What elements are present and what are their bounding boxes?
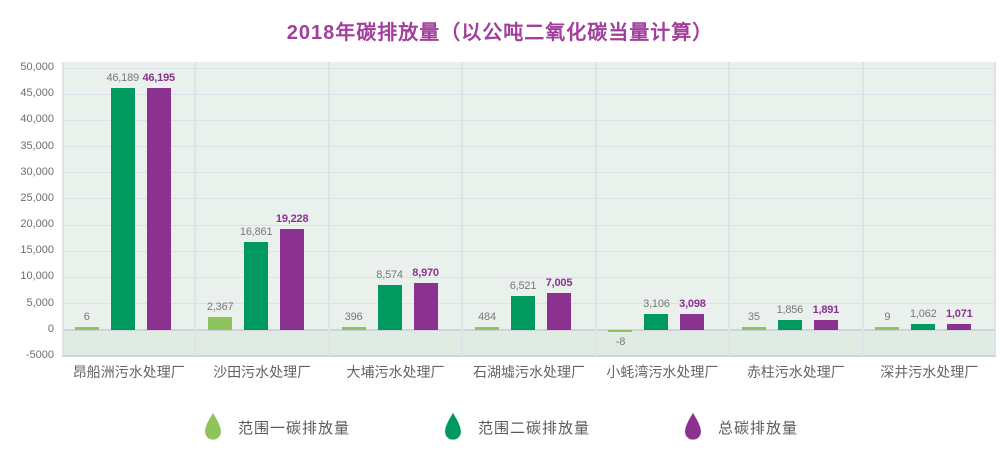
bar-value-label: 8,970 <box>412 266 439 279</box>
bar-value-label: 1,062 <box>910 308 937 321</box>
x-axis-category-label: 昂船洲污水处理厂 <box>72 364 185 380</box>
bar-value-label: 1,856 <box>776 304 804 317</box>
y-tick-label: -5000 <box>25 349 54 361</box>
y-tick-label: 25,000 <box>20 191 54 204</box>
column-separator <box>327 62 330 356</box>
bar-value-label: 8,574 <box>376 268 403 281</box>
y-tick-label: 50,000 <box>20 61 54 74</box>
gridline <box>62 93 996 95</box>
bar-value-label: 1,071 <box>946 308 973 321</box>
bar-value-label: 2,367 <box>206 301 234 314</box>
bar-value-label: 6 <box>83 310 90 323</box>
gridline <box>62 119 996 121</box>
bar-范围二碳排放量 <box>644 313 669 330</box>
x-axis-category-label: 石湖墟污水处理厂 <box>472 364 585 380</box>
bar-范围二碳排放量 <box>110 87 135 330</box>
y-tick-label: 40,000 <box>20 113 54 126</box>
plot-area: 6 46,189 46,195 2,367 16,861 19,228 396 8,574 8,… <box>62 62 996 357</box>
zero-gridline <box>62 328 996 331</box>
bar-范围一碳排放量 <box>475 326 499 330</box>
droplet-icon <box>442 412 464 442</box>
bar-范围二碳排放量 <box>377 284 402 330</box>
bar-范围一碳排放量 <box>341 326 366 330</box>
legend-item: 总碳排放量 <box>682 412 798 442</box>
negative-region-band <box>62 329 996 356</box>
bar-value-label: 19,228 <box>275 213 309 226</box>
legend-item-label: 范围二碳排放量 <box>477 419 590 437</box>
x-axis-category-label: 赤柱污水处理厂 <box>746 364 845 380</box>
bar-value-label: 46,189 <box>106 71 139 84</box>
bar-value-label: 6,521 <box>509 279 537 292</box>
column-separator <box>594 62 597 356</box>
bar-范围二碳排放量 <box>244 241 269 330</box>
x-axis-category-label: 小蚝湾污水处理厂 <box>606 364 719 380</box>
bar-范围二碳排放量 <box>511 295 535 330</box>
bar-value-label: 16,861 <box>239 225 273 238</box>
bar-value-label: 396 <box>344 310 363 323</box>
y-tick-label: 20,000 <box>20 218 54 231</box>
y-axis: 50,000 45,000 40,000 35,000 30,000 25,000 20,0… <box>0 0 56 461</box>
legend-item-label: 总碳排放量 <box>718 419 799 437</box>
legend-item: 范围二碳排放量 <box>442 412 590 442</box>
bar-范围二碳排放量 <box>911 324 936 330</box>
x-axis-category-label: 沙田污水处理厂 <box>213 364 312 380</box>
y-tick-label: 30,000 <box>20 165 54 178</box>
bar-value-label: 35 <box>747 310 760 323</box>
bar-范围一碳排放量 <box>74 326 99 330</box>
bar-总碳排放量 <box>547 293 571 330</box>
y-tick-label: 45,000 <box>20 87 54 100</box>
y-tick-label: 15,000 <box>20 244 54 257</box>
bar-value-label: 3,098 <box>679 297 706 310</box>
chart-title: 2018年碳排放量（以公吨二氧化碳当量计算） <box>286 22 714 44</box>
droplet-icon <box>202 412 224 442</box>
gridline <box>62 172 996 174</box>
droplet-icon <box>682 412 704 442</box>
bar-范围一碳排放量 <box>741 326 766 330</box>
column-separator <box>728 62 731 356</box>
gridline <box>62 146 996 148</box>
gridline <box>62 250 996 252</box>
legend-item: 范围一碳排放量 <box>202 412 350 442</box>
bar-范围二碳排放量 <box>777 320 802 330</box>
bar-总碳排放量 <box>680 313 705 330</box>
gridline <box>62 224 996 226</box>
bar-总碳排放量 <box>413 282 438 330</box>
column-separator <box>994 62 996 356</box>
bar-范围一碳排放量 <box>208 317 233 330</box>
bar-总碳排放量 <box>146 87 171 330</box>
bar-value-label: 9 <box>884 310 891 323</box>
bar-范围一碳排放量 <box>608 329 633 333</box>
y-tick-label: 35,000 <box>20 139 54 152</box>
bar-总碳排放量 <box>947 324 972 330</box>
bar-value-label: 1,891 <box>812 303 840 316</box>
bar-value-label: 484 <box>478 310 496 323</box>
legend: 范围一碳排放量 范围二碳排放量 总碳排放量 <box>0 412 1000 442</box>
legend-item-label: 范围一碳排放量 <box>237 419 350 437</box>
column-separator <box>194 62 197 356</box>
x-axis-category-label: 大埔污水处理厂 <box>346 364 445 380</box>
y-tick-label: 0 <box>47 322 54 335</box>
bar-总碳排放量 <box>813 319 838 330</box>
column-separator <box>62 62 64 356</box>
column-separator <box>461 62 464 356</box>
column-separator <box>861 62 864 356</box>
x-axis-category-label: 深井污水处理厂 <box>880 364 979 380</box>
y-tick-label: 5,000 <box>26 296 54 309</box>
bar-value-label: 3,106 <box>643 297 670 310</box>
gridline <box>62 67 996 69</box>
x-axis: 昂船洲污水处理厂 沙田污水处理厂 大埔污水处理厂 石湖墟污水处理厂 小蚝湾污水处理厂 赤柱… <box>62 362 996 382</box>
bar-value-label: -8 <box>615 336 626 349</box>
bar-范围一碳排放量 <box>875 326 900 330</box>
bar-value-label: 46,195 <box>142 71 175 84</box>
y-tick-label: 10,000 <box>20 270 54 283</box>
gridline <box>62 354 996 357</box>
gridline <box>62 198 996 200</box>
gridline <box>62 276 996 278</box>
bar-value-label: 7,005 <box>545 277 573 290</box>
bar-总碳排放量 <box>280 229 305 330</box>
